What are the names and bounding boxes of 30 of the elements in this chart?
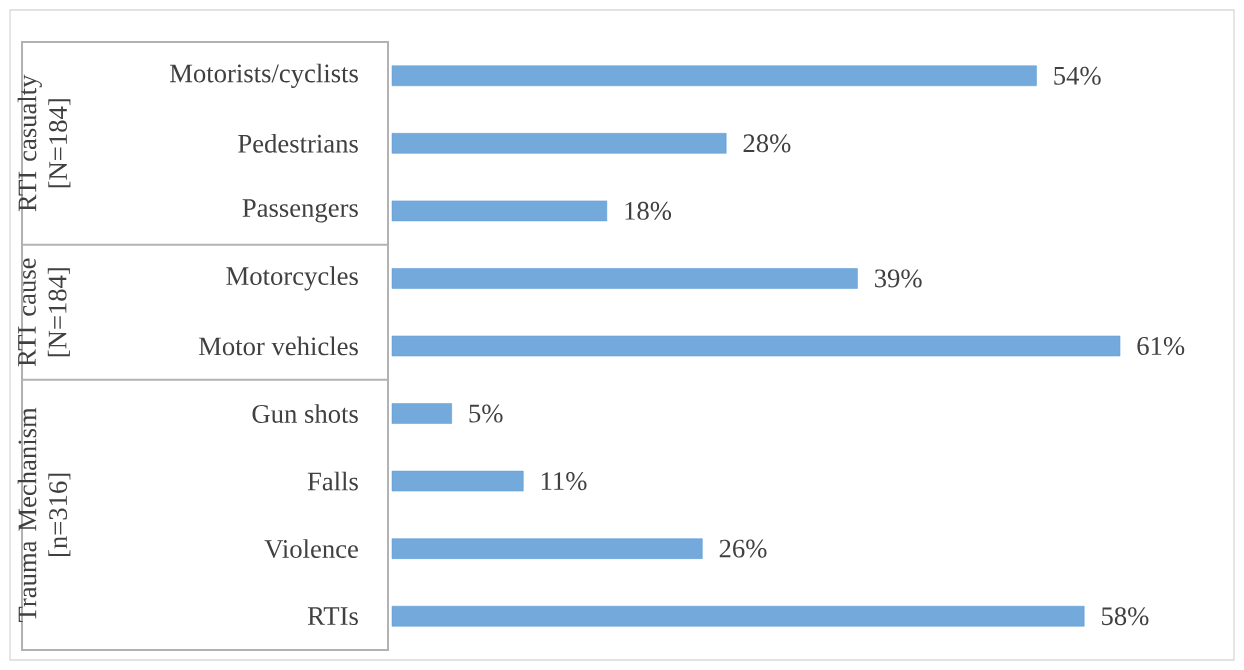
y-tick-label: Passengers [242,199,358,223]
data-label: 5% [469,404,503,423]
y-tick-label: Falls [307,471,358,491]
bar [391,605,1085,627]
bar [391,65,1037,87]
data-label: 11% [541,472,587,491]
bar [391,403,452,424]
y-tick-label: Motorists/cyclists [170,63,358,88]
data-label: 54% [1054,66,1101,85]
data-label: 58% [1102,607,1149,626]
bar [391,335,1121,357]
data-label: 28% [743,134,791,153]
y-tick-label: Pedestrians [238,133,358,153]
data-label: 39% [874,269,922,288]
bar [391,470,524,492]
text: RTI cause [N=184] [18,258,70,367]
y-tick-label: Violence [264,539,358,559]
data-label: 61% [1137,336,1185,356]
data-label: 26% [719,539,767,558]
text: Trauma Mechanism [n=316] [17,407,71,623]
text: RTI casualty [N=184] [17,74,71,212]
y-tick-label: Motor vehicles [198,336,358,356]
y-tick-label: Motorcycles [226,266,358,291]
bar [391,133,727,154]
y-tick-label: Gun shots [252,404,358,423]
bar [391,538,703,559]
bar [391,200,608,222]
y-tick-label: RTIs [307,607,358,626]
data-label: 18% [625,201,672,220]
bar [391,268,858,289]
